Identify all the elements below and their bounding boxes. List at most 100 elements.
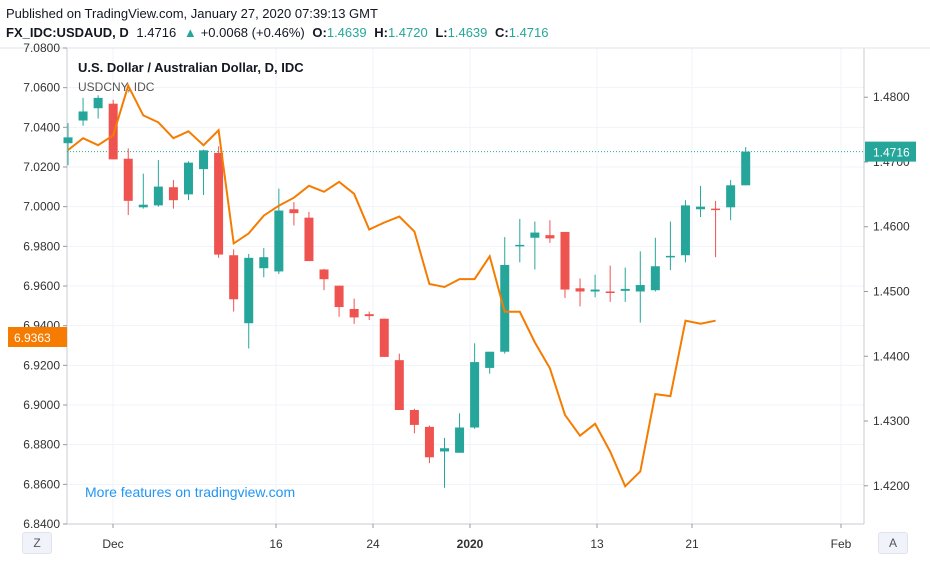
candle-body xyxy=(424,426,434,458)
candle-body xyxy=(168,187,178,201)
candle-body xyxy=(635,285,645,292)
candle-body xyxy=(590,289,600,292)
candle-body xyxy=(696,206,706,210)
candle-body xyxy=(575,288,585,292)
candle-body xyxy=(123,158,133,201)
candle-body xyxy=(214,152,224,255)
published-info: Published on TradingView.com, January 27… xyxy=(6,6,378,21)
right-last-value: 1.4716 xyxy=(873,146,910,160)
candle-body xyxy=(620,288,630,291)
high-label: H: xyxy=(374,25,388,40)
x-tick-label: Dec xyxy=(102,537,123,551)
candle-body xyxy=(63,137,73,144)
x-tick-label: 13 xyxy=(590,537,604,551)
close-label: C: xyxy=(495,25,509,40)
left-tick-label: 7.0600 xyxy=(23,81,60,95)
change-up-icon: ▲ xyxy=(183,25,197,40)
candle-body xyxy=(289,209,299,214)
grid-lines xyxy=(67,47,864,525)
left-tick-label: 6.9600 xyxy=(23,279,60,293)
candle-body xyxy=(560,231,570,290)
candle-body xyxy=(153,186,163,206)
high-value: 1.4720 xyxy=(387,25,428,40)
right-last-value-badge: 1.4716 xyxy=(865,141,916,162)
time-axis[interactable]: Dec 16 24 2020 13 21 Feb xyxy=(102,524,852,551)
left-tick-label: 6.8600 xyxy=(23,477,60,491)
candlestick-series xyxy=(63,95,751,488)
candle-body xyxy=(319,269,329,280)
left-last-value: 6.9363 xyxy=(14,331,51,345)
candle-body xyxy=(394,360,404,411)
candle-body xyxy=(364,314,374,317)
left-tick-label: 6.8400 xyxy=(23,517,60,531)
left-tick-label: 6.9200 xyxy=(23,358,60,372)
candle-body xyxy=(545,235,555,239)
open-value: 1.4639 xyxy=(326,25,367,40)
candle-body xyxy=(274,210,284,272)
left-tick-label: 6.8800 xyxy=(23,438,60,452)
candle-body xyxy=(259,257,269,269)
candle-body xyxy=(470,362,480,428)
left-tick-label: 7.0400 xyxy=(23,120,60,134)
candle-body xyxy=(304,217,314,262)
low-label: L: xyxy=(435,25,448,40)
candle-body xyxy=(485,351,495,368)
x-tick-label: Feb xyxy=(831,537,852,551)
candle-body xyxy=(349,308,359,318)
symbol-info-bar: FX_IDC:USDAUD, D 1.4716 ▲ +0.0068 (+0.46%… xyxy=(6,25,553,40)
candle-body xyxy=(455,427,465,453)
candle-body xyxy=(244,257,254,324)
candle-body xyxy=(108,103,118,160)
price-change: +0.0068 (+0.46%) xyxy=(200,25,305,40)
candle-body xyxy=(199,150,209,170)
zoom-button[interactable]: Z xyxy=(22,532,52,554)
candle-body xyxy=(78,111,88,121)
x-tick-label: 24 xyxy=(366,537,380,551)
candle-body xyxy=(680,205,690,256)
x-tick-label: 2020 xyxy=(457,537,484,551)
legend-overlay: USDCNY, IDC xyxy=(78,80,155,94)
low-value: 1.4639 xyxy=(447,25,488,40)
chart-legend: U.S. Dollar / Australian Dollar, D, IDC … xyxy=(78,60,304,94)
x-tick-label: 16 xyxy=(269,537,283,551)
symbol-name: FX_IDC:USDAUD, D xyxy=(6,25,129,40)
right-tick-label: 1.4400 xyxy=(873,349,910,363)
right-tick-label: 1.4500 xyxy=(873,285,910,299)
candle-body xyxy=(93,97,103,109)
left-tick-label: 7.0200 xyxy=(23,160,60,174)
usdcny-overlay-line xyxy=(67,83,716,489)
candle-body xyxy=(138,204,148,208)
left-tick-label: 6.9800 xyxy=(23,239,60,253)
watermark-link[interactable]: More features on tradingview.com xyxy=(85,484,295,500)
left-tick-label: 6.9000 xyxy=(23,398,60,412)
auto-scale-button[interactable]: A xyxy=(878,532,908,554)
left-tick-label: 7.0800 xyxy=(23,41,60,55)
close-value: 1.4716 xyxy=(508,25,549,40)
candle-body xyxy=(650,266,660,291)
right-tick-label: 1.4200 xyxy=(873,479,910,493)
left-last-value-badge: 6.9363 xyxy=(8,327,67,347)
candle-body xyxy=(440,448,449,452)
open-label: O: xyxy=(312,25,327,40)
candle-body xyxy=(379,318,389,357)
right-tick-label: 1.4600 xyxy=(873,220,910,234)
candle-body xyxy=(726,185,736,208)
left-tick-label: 7.0000 xyxy=(23,200,60,214)
last-price: 1.4716 xyxy=(136,25,177,40)
candle-body xyxy=(530,232,540,238)
candle-body xyxy=(409,410,419,425)
candle-body xyxy=(334,285,344,308)
candle-body xyxy=(183,162,193,195)
left-price-axis[interactable]: 7.0800 7.0600 7.0400 7.0200 7.0000 6.9800 6.96… xyxy=(23,41,67,531)
candle-body xyxy=(711,208,721,211)
x-tick-label: 21 xyxy=(685,537,699,551)
candle-body xyxy=(229,255,239,300)
candle-body xyxy=(515,244,525,247)
legend-title: U.S. Dollar / Australian Dollar, D, IDC xyxy=(78,60,304,75)
right-tick-label: 1.4300 xyxy=(873,414,910,428)
candle-body xyxy=(605,291,615,294)
right-tick-label: 1.4800 xyxy=(873,90,910,104)
candle-body xyxy=(665,255,675,258)
candle-body xyxy=(741,151,751,186)
